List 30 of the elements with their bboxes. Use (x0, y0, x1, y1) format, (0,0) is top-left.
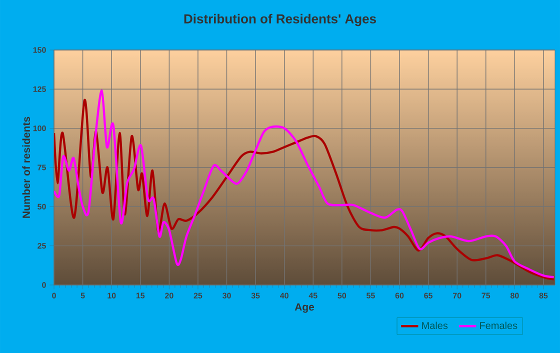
x-tick-label: 55 (366, 292, 375, 298)
y-tick-label: 0 (42, 282, 46, 288)
y-axis-title: Number of residents (22, 116, 30, 218)
y-tick-label: 75 (38, 164, 46, 170)
x-tick-label: 10 (108, 292, 116, 298)
x-tick-label: 5 (80, 292, 85, 298)
x-tick-label: 65 (424, 292, 433, 298)
x-tick-label: 20 (165, 292, 174, 298)
y-tick-label: 50 (38, 204, 46, 210)
legend-label: Females (480, 322, 518, 330)
x-tick-label: 25 (194, 292, 202, 298)
x-tick-label: 40 (280, 292, 288, 298)
x-tick-label: 50 (338, 292, 346, 298)
y-tick-label: 150 (33, 47, 46, 53)
x-tick-label: 0 (52, 292, 56, 298)
x-tick-label: 75 (482, 292, 490, 298)
x-tick-label: 30 (222, 292, 231, 298)
chart-title: Distribution of Residents' Ages (184, 14, 376, 26)
x-tick-label: 35 (251, 292, 260, 298)
y-tick-label: 25 (38, 242, 46, 249)
legend-label: Males (422, 322, 448, 330)
y-tick-label: 100 (33, 125, 46, 132)
x-tick-label: 85 (539, 292, 548, 298)
x-tick-label: 45 (308, 292, 318, 298)
x-tick-label: 80 (510, 292, 519, 298)
y-tick-label: 125 (33, 86, 46, 92)
x-tick-label: 60 (395, 292, 404, 298)
x-axis-title: Age (294, 303, 314, 313)
x-tick-label: 15 (136, 292, 145, 298)
x-tick-label: 70 (452, 292, 462, 298)
